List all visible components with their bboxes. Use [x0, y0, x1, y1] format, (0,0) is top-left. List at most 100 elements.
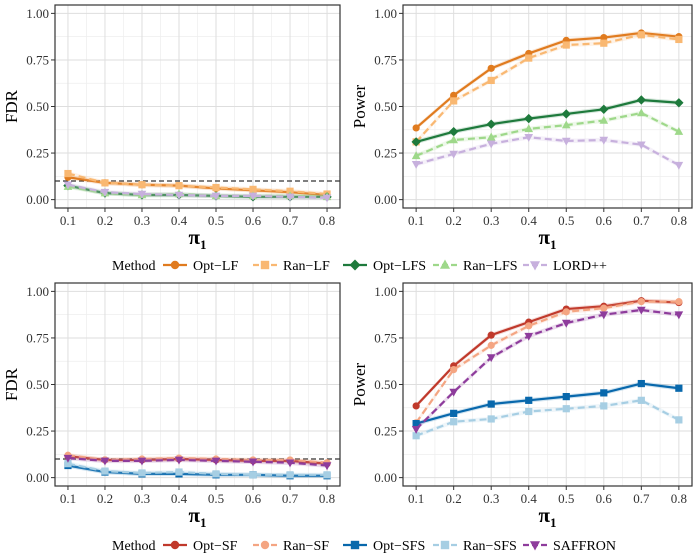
data-point: [487, 415, 495, 423]
data-point: [524, 133, 534, 142]
x-tick-label: 0.5: [208, 491, 224, 506]
y-tick-label: 1.00: [26, 6, 49, 21]
data-point: [600, 389, 608, 397]
data-point: [600, 304, 608, 312]
data-point: [600, 402, 608, 410]
x-tick-label: 0.6: [245, 213, 262, 228]
data-point: [411, 160, 421, 169]
series-line: [415, 300, 679, 424]
data-point: [525, 407, 533, 416]
x-tick-label: 0.4: [521, 213, 538, 228]
legend-top: Method Opt−LF Ran−LF Opt−LFS Ran−LFS LORD++: [112, 259, 607, 274]
data-point: [450, 409, 458, 417]
data-point: [64, 169, 72, 178]
series-ribbon: [67, 184, 328, 200]
y-tick-label: 0.50: [26, 377, 49, 392]
x-tick-label: 0.8: [319, 491, 335, 506]
panel-bottom-right: 0.00 0.25 0.50 0.75 1.00 0.1 0.2 0.3 0.4 0.5 0.6 0.…: [350, 282, 693, 530]
x-tick-label: 0.6: [596, 213, 613, 228]
legend-item-LORD++: LORD++: [523, 259, 607, 274]
data-point: [599, 115, 609, 124]
data-point: [525, 54, 533, 62]
legend-key-marker: [349, 259, 361, 271]
series-ribbon: [416, 97, 679, 145]
panel-top-right: 0.00 0.25 0.50 0.75 1.00 0.1 0.2 0.3 0.4 0.5 0.6 0.…: [350, 4, 693, 252]
y-tick-label: 0.75: [374, 330, 397, 345]
data-point: [412, 124, 420, 132]
y-tick-label: 0.50: [374, 99, 397, 114]
data-point: [285, 459, 295, 468]
legend-item-SAFFRON: SAFFRON: [523, 539, 616, 554]
data-point: [561, 137, 571, 146]
legend-key-marker: [529, 541, 541, 551]
y-axis-title: Power: [350, 362, 369, 406]
data-point: [211, 192, 221, 201]
legend-item-Ran−SFS: Ran−SFS: [433, 539, 517, 554]
x-axis-title: π1: [538, 503, 556, 530]
data-point: [411, 425, 421, 434]
data-point: [212, 470, 220, 478]
data-point: [412, 420, 420, 428]
data-point: [525, 396, 533, 404]
data-point: [174, 456, 184, 465]
x-axis-title: π1: [188, 503, 206, 530]
series-ribbon: [416, 134, 679, 168]
data-point: [449, 150, 458, 159]
data-point: [674, 126, 684, 135]
legend-key-marker: [440, 540, 450, 550]
legend-key-marker: [529, 261, 541, 271]
data-point: [249, 185, 257, 193]
data-point: [450, 366, 458, 374]
x-tick-label: 0.1: [60, 491, 76, 506]
data-point: [412, 432, 420, 440]
data-point: [486, 140, 496, 149]
data-point: [63, 181, 73, 190]
x-tick-label: 0.8: [319, 213, 335, 228]
series-Opt−SFS: [412, 379, 683, 428]
series-ribbon: [416, 381, 679, 426]
y-tick-label: 0.75: [26, 52, 49, 67]
y-axis-title: FDR: [2, 367, 21, 401]
data-point: [561, 120, 571, 129]
x-tick-label: 0.4: [171, 213, 188, 228]
data-point: [100, 188, 110, 197]
y-tick-label: 0.25: [374, 146, 397, 161]
legend-item-Ran−SF: Ran−SF: [253, 539, 329, 554]
series-line: [415, 299, 679, 407]
x-tick-label: 0.5: [208, 213, 224, 228]
x-tick-label: 0.7: [633, 491, 650, 506]
series-line: [415, 111, 680, 157]
y-axis-title: Power: [350, 84, 369, 128]
x-tick-label: 0.2: [446, 491, 462, 506]
data-point: [323, 471, 331, 479]
data-point: [674, 161, 684, 170]
data-point: [211, 457, 221, 466]
data-point: [249, 471, 257, 479]
data-point: [248, 192, 258, 201]
data-point: [674, 98, 684, 108]
x-tick-label: 0.7: [633, 213, 650, 228]
data-point: [637, 298, 645, 306]
data-point: [636, 95, 647, 105]
y-axis-title: FDR: [2, 89, 21, 123]
data-point: [322, 462, 332, 471]
series-line: [67, 172, 328, 196]
data-point: [212, 183, 220, 192]
y-tick-label: 0.00: [374, 470, 397, 485]
legend-item-Ran−LF: Ran−LF: [253, 259, 330, 274]
legend-label: LORD++: [553, 259, 607, 274]
data-point: [101, 467, 109, 475]
data-point: [525, 322, 533, 330]
y-tick-label: 0.25: [26, 146, 49, 161]
series-line: [67, 464, 328, 477]
data-point: [524, 124, 534, 133]
x-tick-label: 0.1: [408, 491, 424, 506]
data-point: [637, 379, 645, 388]
legend-key-marker: [170, 260, 180, 270]
data-point: [64, 460, 72, 468]
data-point: [248, 458, 258, 467]
data-point: [101, 179, 109, 187]
y-tick-label: 0.50: [374, 377, 397, 392]
series-line: [415, 399, 680, 437]
